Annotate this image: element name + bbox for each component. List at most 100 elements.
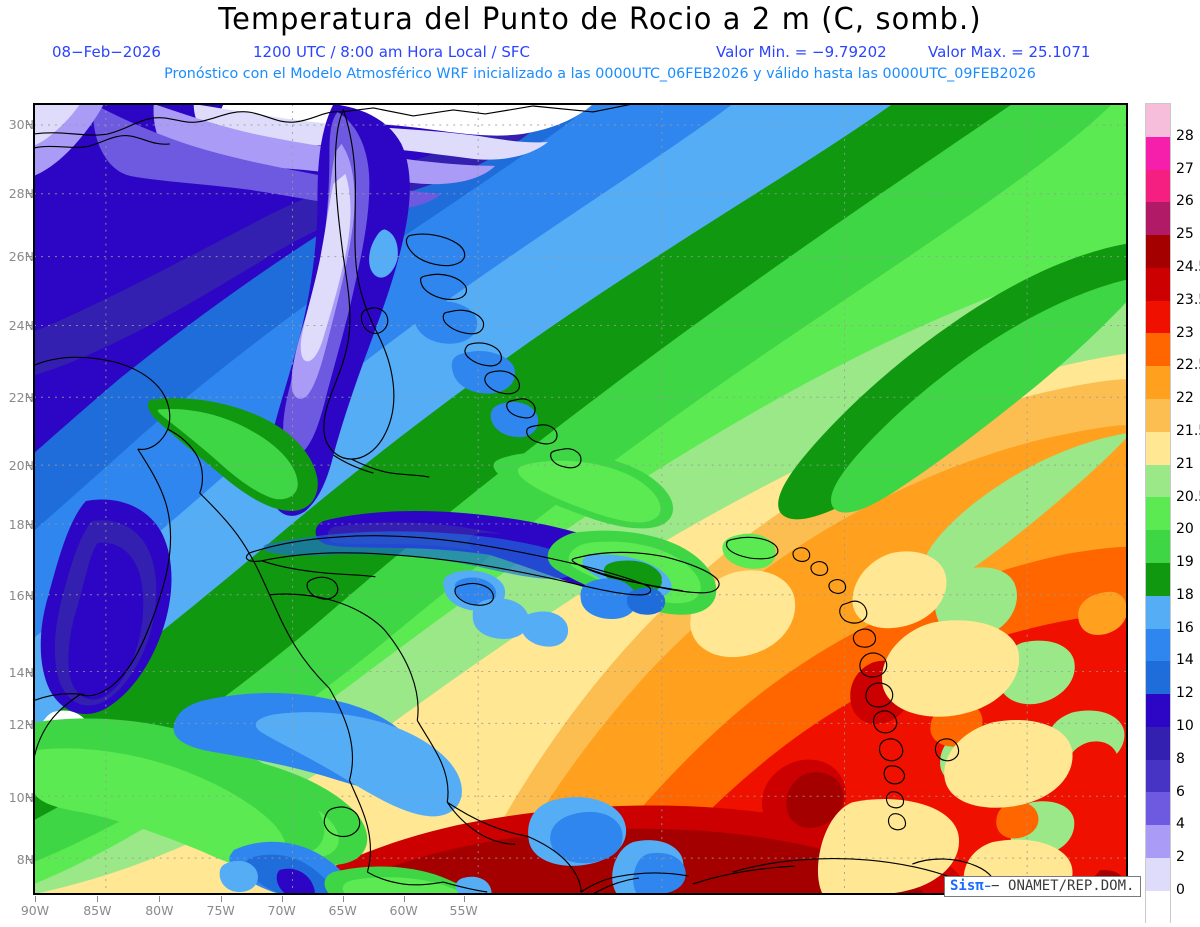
map-gridlines xyxy=(34,104,1127,894)
lat-tick-label: 20N xyxy=(8,458,34,473)
lon-tick-mark xyxy=(220,896,222,902)
colorbar-tick-label: 14 xyxy=(1176,652,1194,669)
colorbar-tick-label: 12 xyxy=(1176,685,1194,702)
lat-tick-label: 24N xyxy=(8,318,34,333)
colorbar-swatch-under xyxy=(1146,890,1170,924)
colorbar-swatch xyxy=(1146,169,1170,203)
colorbar-tick-label: 28 xyxy=(1176,127,1194,144)
lon-tick-label: 55W xyxy=(449,903,478,918)
colorbar-swatch xyxy=(1146,661,1170,695)
agency-watermark: Sisπ̵− ONAMET/REP.DOM. xyxy=(944,876,1142,897)
colorbar-swatch xyxy=(1146,300,1170,334)
lat-tick-label: 14N xyxy=(8,665,34,680)
colorbar-swatch xyxy=(1146,825,1170,858)
lon-tick-mark xyxy=(463,896,465,902)
lat-tick-mark xyxy=(26,325,32,326)
lon-tick-mark xyxy=(35,896,36,902)
lat-tick-mark xyxy=(26,859,32,860)
colorbar-tick-label: 4 xyxy=(1176,816,1185,833)
colorbar-swatch xyxy=(1146,235,1170,268)
lon-tick-label: 75W xyxy=(206,903,235,918)
value-min: Valor Min. = −9.79202 xyxy=(716,43,887,61)
colorbar-tick-label: 25 xyxy=(1176,226,1194,243)
colorbar-swatch xyxy=(1146,628,1170,662)
colorbar-tick-label: 8 xyxy=(1176,750,1185,767)
header-info-line: 08−Feb−2026 1200 UTC / 8:00 am Hora Loca… xyxy=(0,43,1200,61)
colorbar-swatch xyxy=(1146,595,1170,629)
colorbar-swatch xyxy=(1146,399,1170,432)
lat-tick-mark xyxy=(26,465,32,466)
colorbar-tick-label: 10 xyxy=(1176,718,1194,735)
colorbar-swatch xyxy=(1146,267,1170,301)
colorbar-swatch xyxy=(1146,136,1170,170)
lon-tick-label: 85W xyxy=(83,903,112,918)
lat-tick-mark xyxy=(26,595,32,596)
lon-tick-label: 60W xyxy=(389,903,418,918)
colorbar-tick-label: 0 xyxy=(1176,882,1185,898)
colorbar-tick-label: 23.5 xyxy=(1176,291,1200,308)
colorbar-swatch xyxy=(1146,694,1170,727)
lon-tick-mark xyxy=(403,896,405,902)
colorbar[interactable] xyxy=(1145,103,1171,924)
lat-tick-mark xyxy=(26,524,32,525)
colorbar-swatch xyxy=(1146,857,1170,891)
lat-tick-label: 12N xyxy=(8,717,34,732)
forecast-cycle: 1200 UTC / 8:00 am Hora Local / SFC xyxy=(253,43,530,61)
colorbar-swatch xyxy=(1146,333,1170,367)
colorbar-tick-label: 20 xyxy=(1176,521,1194,538)
lat-tick-mark xyxy=(26,724,32,725)
colorbar-tick-label: 16 xyxy=(1176,619,1194,636)
contour-field xyxy=(34,104,1127,894)
watermark-symbol: π̵ xyxy=(975,878,992,894)
colorbar-swatch xyxy=(1146,726,1170,760)
coastlines xyxy=(34,104,996,894)
lat-tick-mark xyxy=(26,124,32,125)
page-title: Temperatura del Punto de Rocio a 2 m (C,… xyxy=(218,2,982,37)
colorbar-swatch xyxy=(1146,366,1170,400)
lat-tick-mark xyxy=(26,672,32,673)
map-plot-area[interactable] xyxy=(33,103,1128,895)
lon-tick-label: 70W xyxy=(267,903,296,918)
lat-tick-label: 26N xyxy=(8,249,34,264)
colorbar-swatch xyxy=(1146,202,1170,236)
colorbar-tick-label: 21 xyxy=(1176,455,1194,472)
colorbar-swatch xyxy=(1146,104,1170,137)
lat-tick-label: 10N xyxy=(8,790,34,805)
lon-tick-mark xyxy=(159,896,161,902)
colorbar-tick-label: 22 xyxy=(1176,390,1194,407)
colorbar-swatch xyxy=(1146,431,1170,465)
colorbar-tick-label: 6 xyxy=(1176,783,1185,800)
lat-tick-label: 8N xyxy=(16,852,34,867)
shaded-contours xyxy=(34,104,1127,894)
colorbar-swatch xyxy=(1146,792,1170,826)
colorbar-tick-label: 24.5 xyxy=(1176,258,1200,275)
colorbar-tick-label: 22.5 xyxy=(1176,357,1200,374)
watermark-agency: − ONAMET/REP.DOM. xyxy=(991,878,1135,894)
lon-tick-label: 65W xyxy=(328,903,357,918)
lat-tick-label: 28N xyxy=(8,186,34,201)
model-description: Pronóstico con el Modelo Atmosférico WRF… xyxy=(164,66,1036,82)
colorbar-tick-label: 23 xyxy=(1176,324,1194,341)
colorbar-tick-label: 27 xyxy=(1176,160,1194,177)
lon-tick-mark xyxy=(97,896,99,902)
colorbar-swatch xyxy=(1146,759,1170,793)
colorbar-tick-label: 21.5 xyxy=(1176,422,1200,439)
colorbar-swatch xyxy=(1146,530,1170,563)
lon-tick-mark xyxy=(342,896,344,902)
lat-tick-mark xyxy=(26,256,32,257)
lat-tick-mark xyxy=(26,193,32,194)
lat-tick-label: 16N xyxy=(8,588,34,603)
lon-tick-label: 90W xyxy=(20,903,50,918)
colorbar-tick-label: 19 xyxy=(1176,554,1194,571)
colorbar-swatch xyxy=(1146,497,1170,531)
colorbar-tick-label: 2 xyxy=(1176,849,1185,866)
lat-tick-label: 30N xyxy=(8,117,34,132)
lat-tick-label: 22N xyxy=(8,390,34,405)
watermark-brand: Sis xyxy=(950,878,976,894)
lat-tick-label: 18N xyxy=(8,517,34,532)
forecast-date: 08−Feb−2026 xyxy=(52,43,161,61)
colorbar-tick-label: 20.5 xyxy=(1176,488,1200,505)
value-max: Valor Max. = 25.1071 xyxy=(928,43,1091,61)
colorbar-tick-label: 26 xyxy=(1176,193,1194,210)
